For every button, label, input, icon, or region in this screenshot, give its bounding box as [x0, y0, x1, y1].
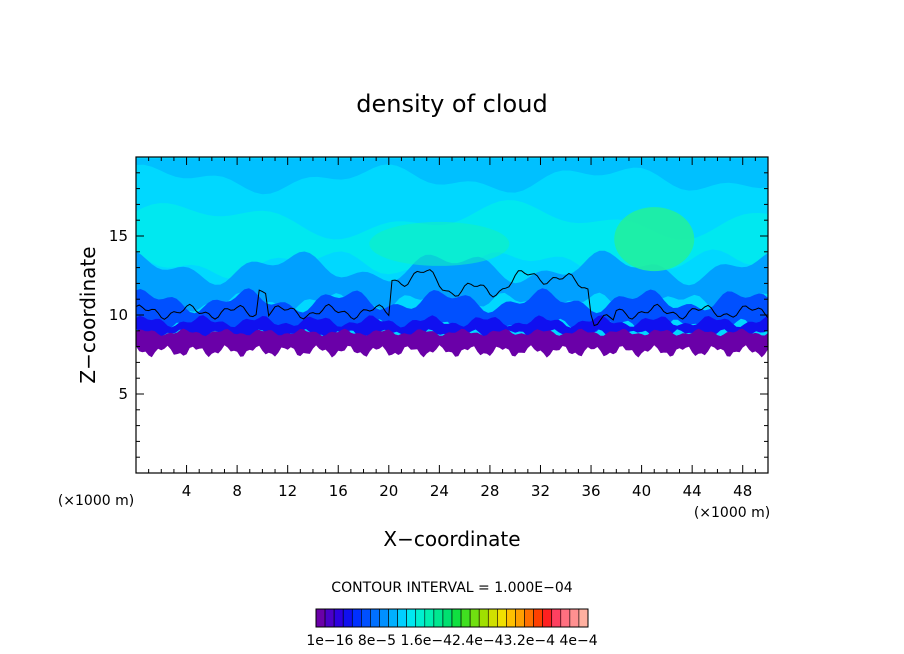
x-tick-label: 48 [733, 482, 752, 500]
colorbar-swatch [460, 608, 471, 628]
upper-band [136, 158, 768, 195]
colorbar-swatch [524, 608, 534, 628]
x-axis: 4 8 12 16 20 24 28 32 36 40 44 48 [148, 157, 756, 500]
colorbar-swatch [433, 608, 444, 628]
purple-base [136, 328, 768, 358]
y-tick-label: 10 [109, 306, 128, 324]
x-tick-label: 4 [182, 482, 192, 500]
y-axis: 5 10 15 [109, 172, 768, 458]
x-tick-label: 40 [632, 482, 651, 500]
x-tick-label: 36 [581, 482, 600, 500]
x-tick-label: 20 [379, 482, 398, 500]
colorbar-swatch [379, 608, 389, 628]
colorbar-swatch [415, 608, 426, 628]
colorbar-tick-labels: 1e−16 8e−5 1.6e−42.4e−43.2e−4 4e−4 [306, 633, 597, 649]
colorbar-swatch [533, 608, 543, 628]
colorbar-frame [315, 608, 589, 628]
x-tick-label: 12 [278, 482, 297, 500]
contour-line [136, 269, 768, 327]
colorbar-swatch [351, 608, 362, 628]
x-tick-label: 24 [430, 482, 449, 500]
colorbar-swatch [487, 608, 498, 628]
x-tick-label: 8 [232, 482, 242, 500]
y-tick-label: 15 [109, 227, 128, 245]
colorbar-swatch [406, 608, 417, 628]
colorbar-swatch [342, 608, 353, 628]
y-axis-label: Z−coordinate [76, 246, 100, 383]
colorbar-swatch [442, 608, 453, 628]
colorbar-swatch [424, 608, 435, 628]
bright-patch [614, 207, 695, 272]
x-units-left: (×1000 m) [58, 493, 134, 509]
mid-band [136, 250, 768, 313]
colorbar-swatch [542, 608, 553, 628]
colorbar-swatch [469, 608, 480, 628]
colorbar-swatch [497, 608, 507, 628]
colorbar-swatch [370, 608, 380, 628]
colorbar-swatch [569, 608, 580, 628]
colorbar-swatch [397, 608, 407, 628]
x-tick-label: 32 [531, 482, 550, 500]
colorbar-swatch [361, 608, 371, 628]
colorbar-swatch [578, 608, 589, 628]
deep-band [136, 288, 768, 334]
colorbar-swatch [451, 608, 462, 628]
colorbar-swatch [324, 608, 335, 628]
colorbar-swatch [388, 608, 398, 628]
x-axis-label: X−coordinate [383, 527, 520, 551]
colorbar-swatch [315, 608, 326, 628]
colorbar-swatch [333, 608, 344, 628]
colorbar-swatch [551, 608, 562, 628]
x-tick-label: 16 [329, 482, 348, 500]
cloud-density-field [136, 157, 768, 473]
colorbar-swatch [560, 608, 571, 628]
colorbar [315, 608, 589, 628]
x-tick-label: 28 [480, 482, 499, 500]
pale-patch [369, 221, 510, 266]
x-tick-label: 44 [683, 482, 702, 500]
y-tick-label: 5 [118, 385, 128, 403]
colorbar-swatch [515, 608, 525, 628]
x-units-right: (×1000 m) [694, 505, 770, 521]
contour-interval-label: CONTOUR INTERVAL = 1.000E−04 [331, 580, 572, 596]
colorbar-swatch [478, 608, 489, 628]
chart-title: density of cloud [356, 90, 547, 118]
colorbar-swatch [506, 608, 516, 628]
